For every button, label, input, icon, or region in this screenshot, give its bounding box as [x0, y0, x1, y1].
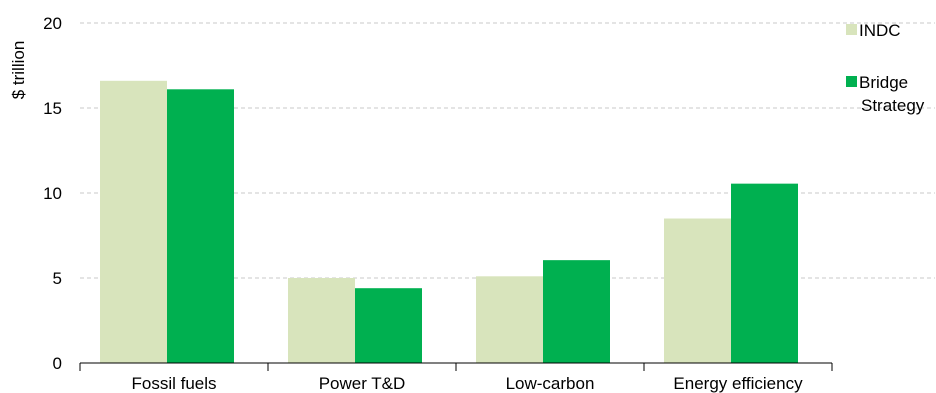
bar-bridge-strategy — [731, 183, 798, 363]
x-tick-labels: Fossil fuels Power T&D Low-carbon Energy ef… — [131, 374, 803, 393]
y-tick-label: 10 — [43, 184, 62, 203]
y-axis-label: $ trillion — [9, 41, 28, 100]
axes — [79, 362, 833, 371]
y-tick-labels: 0 5 10 15 20 — [43, 14, 62, 373]
legend-swatch — [846, 76, 857, 87]
x-tick-label: Power T&D — [319, 374, 406, 393]
legend-swatch — [846, 24, 857, 35]
y-tick-label: 20 — [43, 14, 62, 33]
x-tick-label: Low-carbon — [506, 374, 595, 393]
bar-indc — [664, 218, 731, 363]
y-tick-label: 5 — [53, 269, 62, 288]
bar-indc — [100, 80, 167, 364]
legend-label: Bridge — [859, 73, 908, 92]
bar-indc — [288, 278, 355, 363]
bar-bridge-strategy — [355, 288, 422, 363]
x-tick-label: Energy efficiency — [673, 374, 803, 393]
bar-bridge-strategy — [543, 260, 610, 363]
y-tick-label: 15 — [43, 99, 62, 118]
bars — [100, 80, 798, 364]
bar-indc — [476, 276, 543, 363]
legend-label: Strategy — [861, 96, 925, 115]
legend-label: INDC — [859, 21, 901, 40]
y-tick-label: 0 — [53, 354, 62, 373]
bar-bridge-strategy — [167, 89, 234, 364]
x-tick-label: Fossil fuels — [131, 374, 216, 393]
legend: INDC Bridge Strategy — [846, 21, 925, 115]
